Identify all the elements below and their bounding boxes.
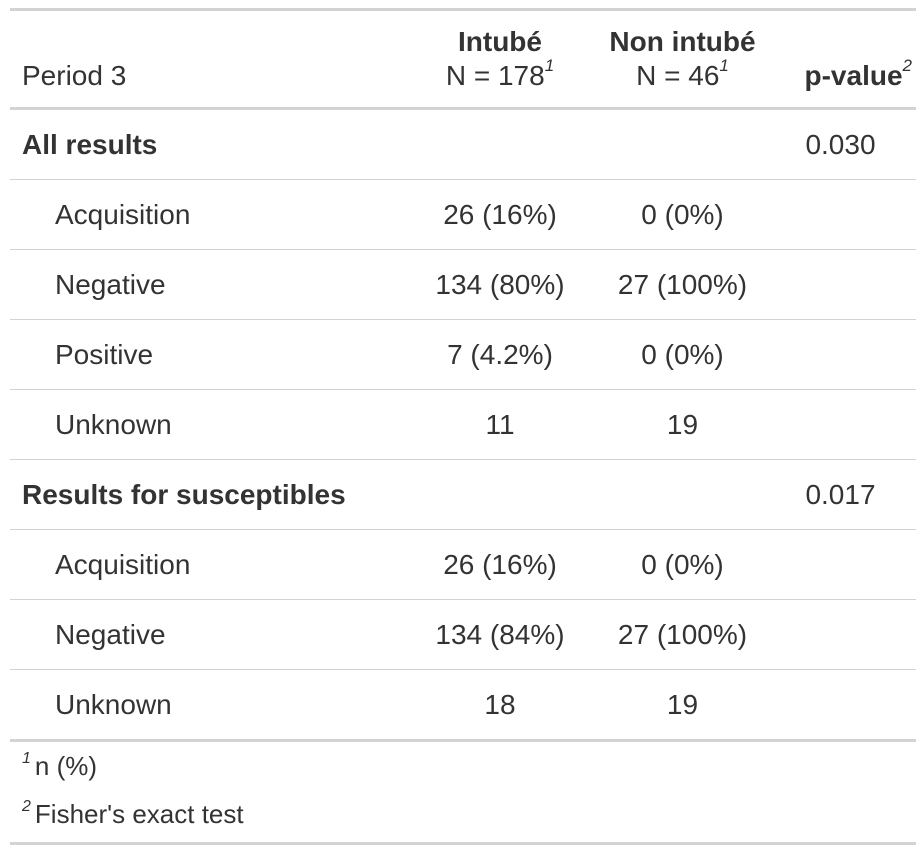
footnote-mark: 1 [719,56,729,75]
footnote-mark: 1 [544,56,555,75]
footnote-mark: 1 [22,750,31,767]
summary-table-container: Period 3 Intubé N = 1781 Non intubé N = … [10,8,916,845]
empty-cell [765,599,916,670]
table-header: Period 3 Intubé N = 1781 Non intubé N = … [10,11,916,110]
cell-intube: 134 (84%) [400,599,600,670]
pvalue-title: p-value [804,60,903,91]
cell-intube: 7 (4.2%) [400,319,600,390]
cell-non-intube: 0 (0%) [600,319,765,390]
table-row: Unknown 18 19 [10,669,916,742]
col-intube-n-text: N = 178 [445,60,545,91]
col-intube-header: Intubé N = 1781 [400,11,600,110]
empty-cell [765,529,916,600]
row-label: Acquisition [10,529,400,600]
empty-cell [600,108,765,180]
table-row: Unknown 11 19 [10,389,916,460]
col-intube-title: Intubé [458,26,542,57]
table-row: Positive 7 (4.2%) 0 (0%) [10,319,916,390]
cell-non-intube: 0 (0%) [600,529,765,600]
group-row: Results for susceptibles 0.017 [10,459,916,530]
table-row: Negative 134 (80%) 27 (100%) [10,249,916,320]
table-row: Acquisition 26 (16%) 0 (0%) [10,529,916,600]
footnote-mark: 2 [902,56,912,75]
group-label: Results for susceptibles [10,459,400,530]
group-label: All results [10,108,400,180]
cell-intube: 18 [400,669,600,742]
cell-non-intube: 27 (100%) [600,249,765,320]
row-label: Unknown [10,669,400,742]
row-label: Negative [10,599,400,670]
empty-cell [600,459,765,530]
table-row: Negative 134 (84%) 27 (100%) [10,599,916,670]
footnote-text: n (%) [34,751,98,781]
row-label: Positive [10,319,400,390]
col-intube-n: N = 1781 [400,56,600,93]
empty-cell [765,669,916,742]
table-body: All results 0.030 Acquisition 26 (16%) 0… [10,108,916,742]
table-row: Acquisition 26 (16%) 0 (0%) [10,179,916,250]
col-non-intube-title: Non intubé [609,26,756,57]
footnote-text: Fisher's exact test [34,799,244,829]
empty-cell [765,179,916,250]
col-non-intube-n-text: N = 46 [636,60,720,91]
top-rule [10,8,916,11]
footnote: 2 Fisher's exact test [22,790,916,838]
cell-non-intube: 0 (0%) [600,179,765,250]
group-pvalue: 0.030 [765,108,916,180]
empty-cell [765,389,916,460]
cell-intube: 26 (16%) [400,529,600,600]
row-label: Acquisition [10,179,400,250]
cell-intube: 11 [400,389,600,460]
empty-cell [400,459,600,530]
empty-cell [400,108,600,180]
cell-non-intube: 19 [600,669,765,742]
col-non-intube-header: Non intubé N = 461 [600,11,765,110]
empty-cell [765,249,916,320]
stub-header: Period 3 [10,11,400,110]
empty-cell [765,319,916,390]
group-pvalue: 0.017 [765,459,916,530]
summary-table: Period 3 Intubé N = 1781 Non intubé N = … [10,11,916,742]
pvalue-header: p-value2 [765,11,916,110]
cell-non-intube: 27 (100%) [600,599,765,670]
footnote-mark: 2 [22,798,31,815]
cell-intube: 134 (80%) [400,249,600,320]
bottom-rule [10,842,916,845]
row-label: Unknown [10,389,400,460]
col-non-intube-n: N = 461 [600,56,765,93]
cell-intube: 26 (16%) [400,179,600,250]
period-label: Period 3 [22,60,127,91]
group-row: All results 0.030 [10,108,916,180]
row-label: Negative [10,249,400,320]
cell-non-intube: 19 [600,389,765,460]
